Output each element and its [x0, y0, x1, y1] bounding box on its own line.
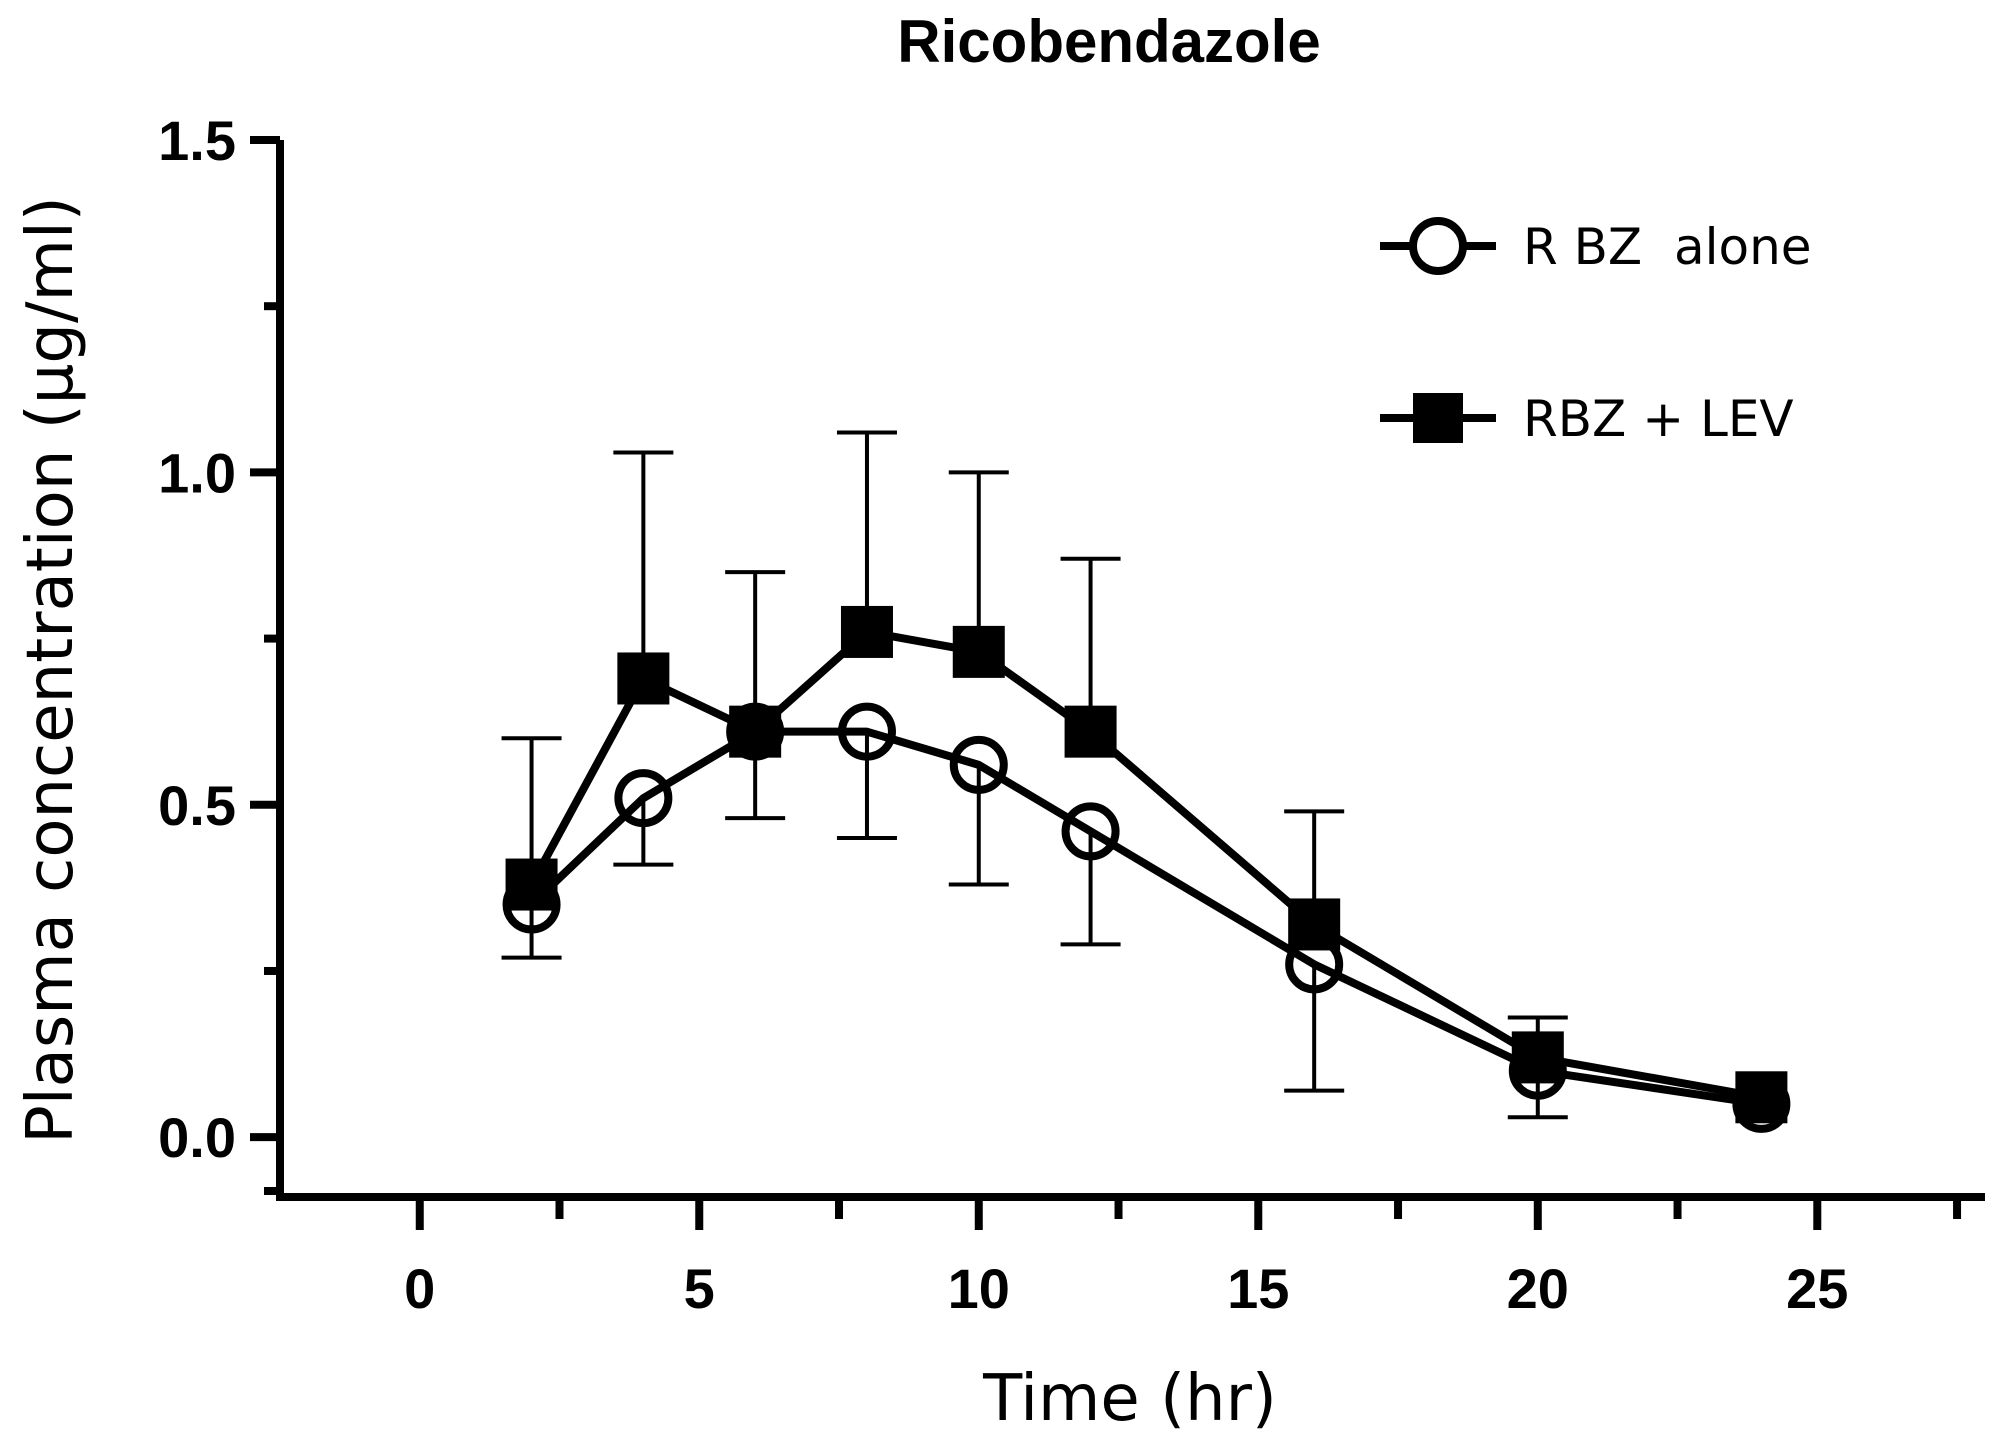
markers: [502, 605, 1791, 1133]
x-tick-label: 10: [948, 1257, 1010, 1320]
legend-marker-filled-square: [1413, 393, 1463, 443]
axes: 0.0 0.5 1.0 1.5 0 5 10 15 20 25: [158, 109, 1985, 1320]
data-point-open-circle: [1285, 935, 1344, 994]
data-point-open-circle: [502, 875, 561, 934]
data-point-filled-square: [952, 625, 1005, 678]
series-lines: [528, 627, 1763, 1108]
y-tick-label: 0.0: [158, 1106, 236, 1169]
data-point-open-circle: [614, 769, 673, 828]
x-tick-label: 15: [1227, 1257, 1289, 1320]
data-point-open-circle: [949, 735, 1008, 794]
legend: R BZ alone RBZ + LEV: [1380, 217, 1812, 448]
y-tick-label: 1.5: [158, 109, 236, 172]
data-point-filled-square: [840, 605, 893, 658]
x-axis-title: Time (hr): [982, 1362, 1277, 1436]
chart-title: Ricobendazole: [897, 8, 1320, 75]
legend-label-filled-square: RBZ + LEV: [1523, 390, 1794, 448]
y-tick-label: 1.0: [158, 441, 236, 504]
data-point-filled-square: [617, 652, 670, 705]
legend-label-open-circle: R BZ alone: [1523, 218, 1812, 276]
data-point-open-circle: [1061, 802, 1120, 861]
data-point-open-circle: [726, 702, 785, 761]
data-point-filled-square: [1064, 705, 1117, 758]
data-point-open-circle: [1508, 1041, 1567, 1100]
legend-marker-open-circle: [1409, 217, 1467, 275]
x-tick-label: 20: [1507, 1257, 1569, 1320]
series-line-open-circle: [528, 727, 1762, 1108]
x-tick-label: 25: [1786, 1257, 1848, 1320]
y-axis-title: Plasma concentration (μg/ml): [14, 196, 88, 1143]
error-bars: [501, 430, 1568, 1120]
y-tick-label: 0.5: [158, 774, 236, 837]
x-tick-label: 5: [684, 1257, 715, 1320]
x-tick-label: 0: [404, 1257, 435, 1320]
data-point-open-circle: [1732, 1074, 1791, 1133]
legend-item-filled-square: RBZ + LEV: [1380, 390, 1794, 448]
legend-item-open-circle: R BZ alone: [1380, 217, 1812, 276]
data-point-open-circle: [837, 702, 896, 761]
